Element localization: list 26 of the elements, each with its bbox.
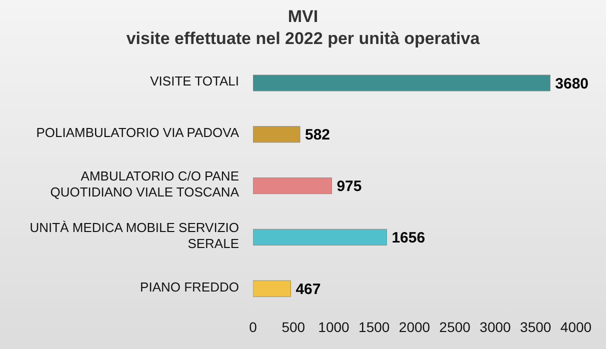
x-tick-label: 4000 xyxy=(560,318,592,335)
y-tick-label: AMBULATORIO C/O PANE QUOTIDIANO VIALE TOSCANA xyxy=(50,168,240,200)
x-tick-label: 2500 xyxy=(439,318,471,335)
x-tick-label: 500 xyxy=(282,318,306,335)
bar xyxy=(253,228,387,246)
x-tick-label: 3500 xyxy=(520,318,552,335)
data-label: 3680 xyxy=(555,75,589,92)
bar xyxy=(253,178,332,194)
chart-subtitle: visite effettuate nel 2022 per unità operativa xyxy=(125,28,481,50)
data-label: 582 xyxy=(304,126,330,144)
x-tick-label: 1500 xyxy=(358,318,390,335)
chart-title: MVI xyxy=(286,6,320,28)
x-tick-label: 3000 xyxy=(480,318,512,335)
bar xyxy=(253,280,291,297)
y-tick-label: POLIAMBULATORIO VIA PADOVA xyxy=(36,126,240,141)
y-tick-label: PIANO FREDDO xyxy=(140,280,239,295)
x-tick-label: 2000 xyxy=(398,318,430,335)
data-label: 1656 xyxy=(392,230,426,247)
x-tick-label: 1000 xyxy=(318,318,350,335)
bar xyxy=(253,74,550,92)
x-tick-label: 0 xyxy=(249,318,258,335)
bar xyxy=(253,126,300,143)
data-label: 467 xyxy=(296,280,321,298)
y-tick-label: UNITÀ MEDICA MOBILE SERVIZIO SERALE xyxy=(30,220,240,252)
data-label: 975 xyxy=(336,178,362,196)
y-tick-label: VISITE TOTALI xyxy=(150,74,239,90)
